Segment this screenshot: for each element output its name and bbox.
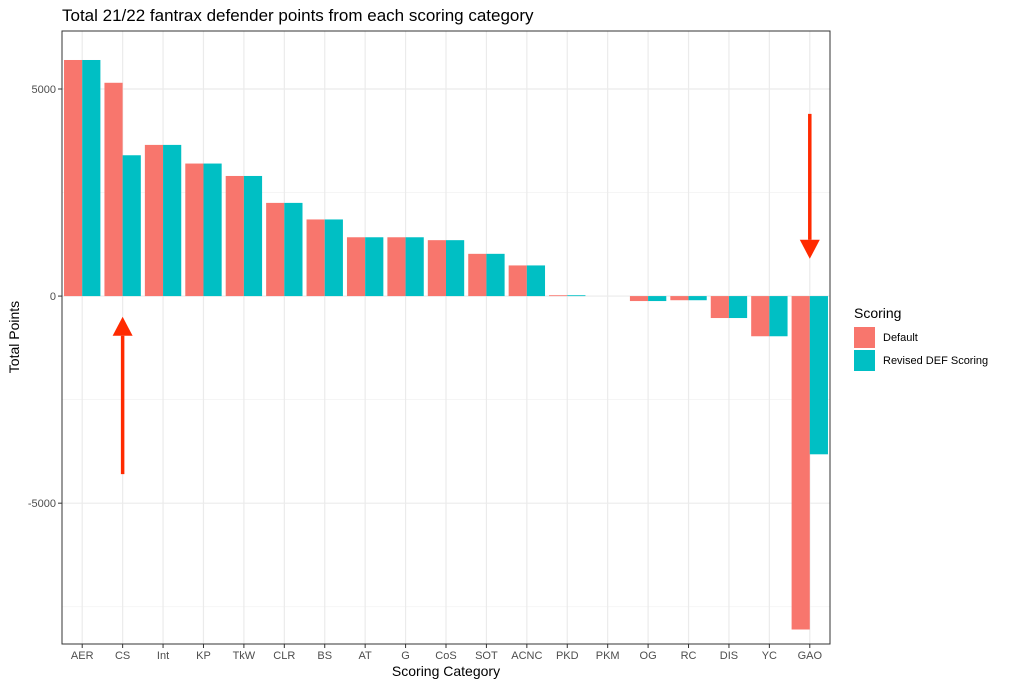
x-tick-label: BS <box>317 650 332 662</box>
x-tick-label: RC <box>681 650 697 662</box>
bar-G-0 <box>387 237 406 297</box>
bar-YC-0 <box>751 296 770 337</box>
bar-TkW-0 <box>225 175 244 297</box>
legend-swatch-0 <box>854 327 875 348</box>
x-tick-label: AT <box>359 650 373 662</box>
x-tick-label: OG <box>640 650 657 662</box>
bar-YC-1 <box>769 296 788 337</box>
x-tick-label: KP <box>196 650 211 662</box>
x-tick-label: TkW <box>233 650 256 662</box>
x-tick-label: AER <box>71 650 94 662</box>
x-tick-label: PKD <box>556 650 579 662</box>
legend-title: Scoring <box>854 305 901 321</box>
bar-ACNC-1 <box>526 265 546 297</box>
x-tick-label: SOT <box>475 650 498 662</box>
y-axis-title: Total Points <box>6 301 22 373</box>
bar-DIS-0 <box>710 296 729 319</box>
bar-BS-1 <box>324 219 343 297</box>
x-tick-label: DIS <box>720 650 738 662</box>
bar-RC-1 <box>688 296 707 301</box>
arrow-head-up <box>112 316 133 336</box>
x-axis: AER CS Int KP TkW CLR BS AT G CoS SOT ACNC PKD PKM OG R… <box>71 644 823 662</box>
bar-KP-0 <box>185 163 204 297</box>
bar-PKD-1 <box>567 295 586 297</box>
bar-AT-1 <box>365 237 384 297</box>
x-tick-label: CoS <box>435 650 456 662</box>
bar-CLR-0 <box>266 202 285 297</box>
y-tick-label: -5000 <box>28 498 56 510</box>
x-tick-label: ACNC <box>511 650 542 662</box>
bar-CS-0 <box>104 82 123 297</box>
bar-SOT-1 <box>486 253 505 297</box>
bar-KP-1 <box>203 163 222 297</box>
bar-AT-0 <box>346 237 366 297</box>
bar-BS-0 <box>306 219 325 297</box>
bar-CoS-0 <box>427 240 446 297</box>
bar-GAO-0 <box>791 296 810 630</box>
legend-label-1: Revised DEF Scoring <box>883 355 988 367</box>
bar-ACNC-0 <box>508 265 527 297</box>
x-tick-label: GAO <box>798 650 823 662</box>
bars <box>64 59 828 630</box>
bar-CoS-1 <box>446 240 465 297</box>
y-axis: -5000 0 5000 <box>28 84 62 510</box>
bar-TkW-1 <box>243 175 263 297</box>
bar-OG-1 <box>648 296 667 302</box>
bar-Int-0 <box>144 144 164 297</box>
x-axis-title: Scoring Category <box>392 663 500 679</box>
y-tick-label: 0 <box>50 291 56 303</box>
y-tick-label: 5000 <box>32 84 56 96</box>
bar-AER-0 <box>64 59 83 297</box>
bar-G-1 <box>405 237 424 297</box>
bar-GAO-1 <box>809 296 828 455</box>
legend: Scoring Default Revised DEF Scoring <box>854 305 988 371</box>
legend-swatch-1 <box>854 350 875 371</box>
bar-SOT-0 <box>468 253 487 297</box>
bar-PKD-0 <box>549 295 568 297</box>
x-tick-label: Int <box>157 650 169 662</box>
annotations <box>112 113 820 475</box>
x-tick-label: YC <box>762 650 777 662</box>
arrow-head-down <box>799 239 820 259</box>
bar-AER-1 <box>82 59 101 297</box>
chart-title: Total 21/22 fantrax defender points from… <box>62 6 534 25</box>
bar-RC-0 <box>670 296 689 301</box>
x-tick-label: PKM <box>596 650 620 662</box>
x-tick-label: CLR <box>273 650 295 662</box>
bar-CLR-1 <box>284 202 303 297</box>
bar-DIS-1 <box>728 296 748 319</box>
x-tick-label: CS <box>115 650 130 662</box>
bar-CS-1 <box>122 155 141 297</box>
legend-label-0: Default <box>883 332 918 344</box>
bar-OG-0 <box>629 296 649 302</box>
x-tick-label: G <box>401 650 410 662</box>
bar-Int-1 <box>163 144 182 297</box>
grid-major <box>62 31 830 644</box>
